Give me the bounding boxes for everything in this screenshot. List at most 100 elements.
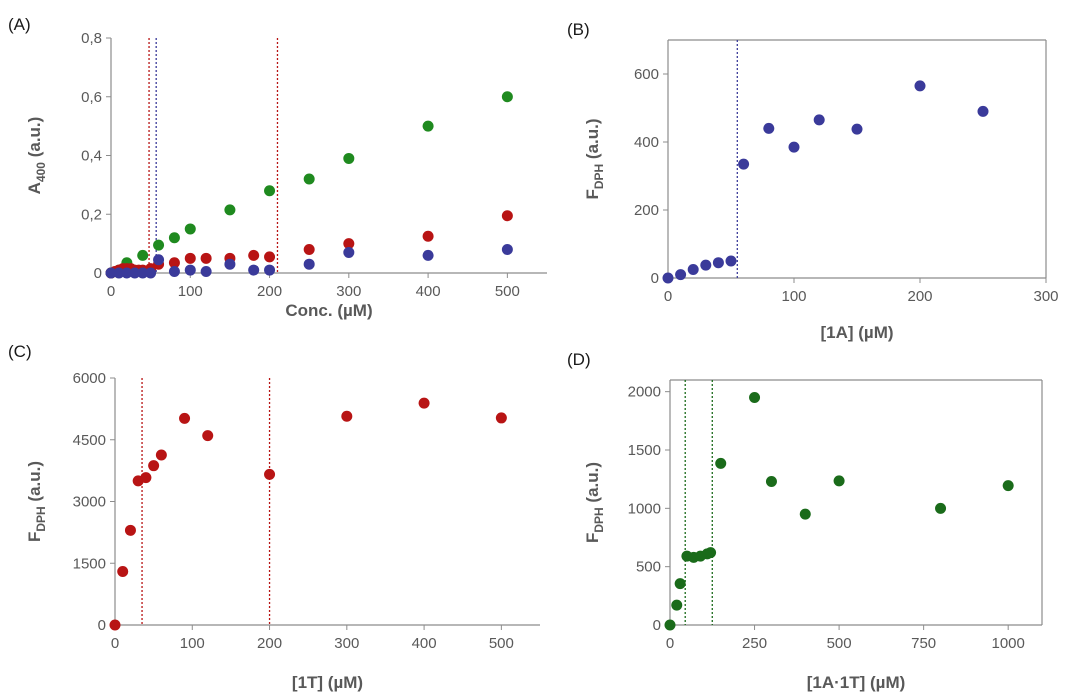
x-tick-label: 500 bbox=[827, 635, 852, 652]
panel-label: (C) bbox=[8, 342, 32, 361]
y-tick-label: 200 bbox=[634, 202, 659, 219]
data-point bbox=[153, 254, 165, 266]
x-tick-label: 300 bbox=[336, 283, 361, 300]
data-point bbox=[674, 578, 686, 590]
data-point bbox=[501, 244, 513, 255]
x-axis-label: Conc. (µM) bbox=[285, 301, 372, 320]
data-point bbox=[418, 397, 430, 409]
data-point bbox=[264, 251, 276, 263]
data-point bbox=[422, 120, 434, 132]
chart-panel-0: (A) 0 0,2 0,4 0,6 0,8 0 100 200 300 400 500 Conc. (µ… bbox=[8, 15, 547, 320]
y-axis-label: FDPH (a.u.) bbox=[583, 462, 606, 543]
panel-label: (B) bbox=[567, 20, 590, 39]
x-tick-label: 200 bbox=[907, 288, 932, 305]
x-tick-label: 200 bbox=[257, 283, 282, 300]
data-point bbox=[137, 249, 149, 261]
data-point bbox=[109, 619, 121, 631]
x-tick-label: 500 bbox=[489, 635, 514, 652]
data-point bbox=[343, 152, 355, 164]
data-point bbox=[148, 460, 160, 472]
chart-panel-2: (C) 0 1500 3000 4500 6000 0 100 200 300 400 500 [1T]… bbox=[8, 342, 540, 692]
data-point bbox=[977, 105, 989, 117]
y-tick-label: 0,6 bbox=[81, 89, 102, 106]
y-tick-label: 0,4 bbox=[81, 148, 102, 165]
data-point bbox=[121, 267, 133, 279]
y-tick-label: 0,8 bbox=[81, 30, 102, 47]
data-point bbox=[124, 524, 136, 536]
data-point bbox=[495, 412, 507, 424]
data-point bbox=[179, 412, 191, 424]
x-tick-label: 500 bbox=[495, 283, 520, 300]
x-tick-label: 0 bbox=[664, 288, 672, 305]
data-point bbox=[749, 392, 761, 403]
data-point bbox=[501, 91, 513, 103]
y-tick-label: 0 bbox=[653, 617, 661, 634]
data-point bbox=[700, 259, 712, 271]
x-tick-label: 750 bbox=[911, 635, 936, 652]
data-point bbox=[675, 269, 687, 281]
x-tick-label: 0 bbox=[111, 635, 119, 652]
y-tick-label: 500 bbox=[636, 559, 661, 576]
x-tick-label: 250 bbox=[742, 635, 767, 652]
data-point bbox=[184, 252, 196, 264]
y-tick-label: 0 bbox=[94, 265, 102, 282]
x-axis-label: [1A] (µM) bbox=[820, 323, 893, 342]
y-tick-label: 0,2 bbox=[81, 206, 102, 223]
data-point bbox=[662, 272, 674, 284]
y-tick-label: 600 bbox=[634, 66, 659, 83]
data-point bbox=[715, 457, 727, 469]
panel-label: (D) bbox=[567, 350, 591, 369]
data-point bbox=[914, 80, 926, 92]
x-tick-label: 100 bbox=[180, 635, 205, 652]
y-tick-label: 1500 bbox=[628, 442, 661, 459]
x-tick-label: 300 bbox=[1033, 288, 1058, 305]
y-axis-label: FDPH (a.u.) bbox=[583, 118, 606, 199]
data-point bbox=[168, 232, 180, 244]
data-point bbox=[705, 547, 717, 559]
x-tick-label: 0 bbox=[666, 635, 674, 652]
data-point bbox=[725, 255, 737, 267]
data-point bbox=[422, 249, 434, 261]
data-point bbox=[687, 264, 699, 275]
data-point bbox=[145, 267, 157, 279]
y-tick-label: 2000 bbox=[628, 384, 661, 401]
data-point bbox=[202, 430, 214, 442]
y-tick-label: 6000 bbox=[73, 370, 106, 387]
y-axis-label: FDPH (a.u.) bbox=[25, 461, 48, 542]
y-tick-label: 0 bbox=[651, 270, 659, 287]
data-point bbox=[671, 599, 683, 611]
x-tick-label: 300 bbox=[334, 635, 359, 652]
data-point bbox=[129, 267, 141, 279]
data-point bbox=[264, 185, 276, 197]
data-point bbox=[184, 223, 196, 235]
data-point bbox=[343, 246, 355, 258]
data-point bbox=[343, 238, 355, 250]
data-point bbox=[738, 158, 750, 170]
data-point bbox=[224, 258, 236, 270]
data-point bbox=[264, 468, 276, 480]
data-point bbox=[851, 123, 863, 135]
data-point bbox=[303, 244, 315, 255]
data-point bbox=[1002, 480, 1014, 492]
data-point bbox=[155, 449, 167, 461]
x-tick-label: 400 bbox=[416, 283, 441, 300]
data-point bbox=[303, 173, 315, 185]
data-point bbox=[113, 267, 125, 279]
data-point bbox=[153, 239, 165, 251]
y-tick-label: 0 bbox=[98, 617, 106, 634]
y-tick-label: 1000 bbox=[628, 500, 661, 517]
data-point bbox=[140, 472, 152, 484]
data-point bbox=[501, 210, 513, 222]
chart-panel-1: (B) 0 200 400 600 0 100 200 300 [1A] (µM) FDPH (a.… bbox=[567, 20, 1059, 342]
x-tick-label: 100 bbox=[178, 283, 203, 300]
data-point bbox=[813, 114, 825, 126]
data-point bbox=[224, 204, 236, 216]
data-point bbox=[763, 122, 775, 134]
data-point bbox=[341, 410, 353, 422]
chart-panel-3: (D) 0 500 1000 1500 2000 0 250 500 750 1000 [1A·1T]… bbox=[567, 350, 1043, 692]
data-point bbox=[303, 258, 315, 270]
y-tick-label: 1500 bbox=[73, 555, 106, 572]
data-point bbox=[137, 267, 149, 279]
data-point bbox=[117, 565, 129, 577]
